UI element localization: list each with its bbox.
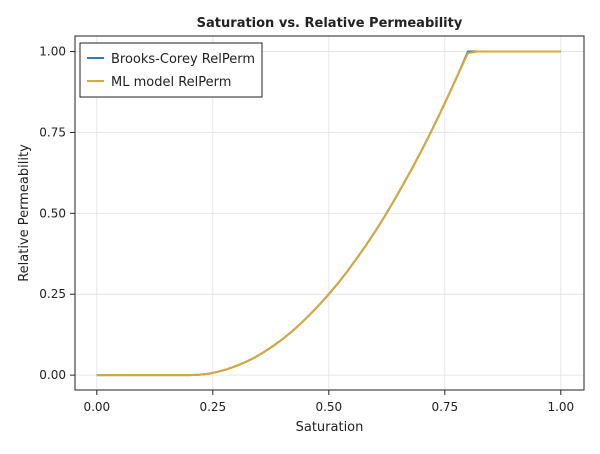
chart-title: Saturation vs. Relative Permeability (197, 16, 463, 31)
x-tick-label: 0.75 (431, 400, 458, 414)
y-tick-label: 1.00 (39, 45, 66, 59)
y-tick-label: 0.50 (39, 206, 66, 220)
y-tick-label: 0.00 (39, 368, 66, 382)
legend-box (79, 42, 263, 98)
y-tick-label: 0.25 (39, 287, 66, 301)
legend-label-brooks-corey: Brooks-Corey RelPerm (111, 52, 255, 67)
y-tick-label: 0.75 (39, 125, 66, 139)
x-axis-label: Saturation (296, 420, 364, 435)
legend-label-ml-model: ML model RelPerm (111, 75, 231, 90)
x-tick-label: 0.00 (83, 400, 110, 414)
x-tick-label: 0.50 (315, 400, 342, 414)
x-tick-label: 1.00 (547, 400, 574, 414)
x-tick-label: 0.25 (199, 400, 226, 414)
y-axis-label: Relative Permeability (17, 144, 32, 282)
legend: Brooks-Corey RelPerm ML model RelPerm (79, 42, 263, 98)
series-line-1 (96, 50, 561, 377)
